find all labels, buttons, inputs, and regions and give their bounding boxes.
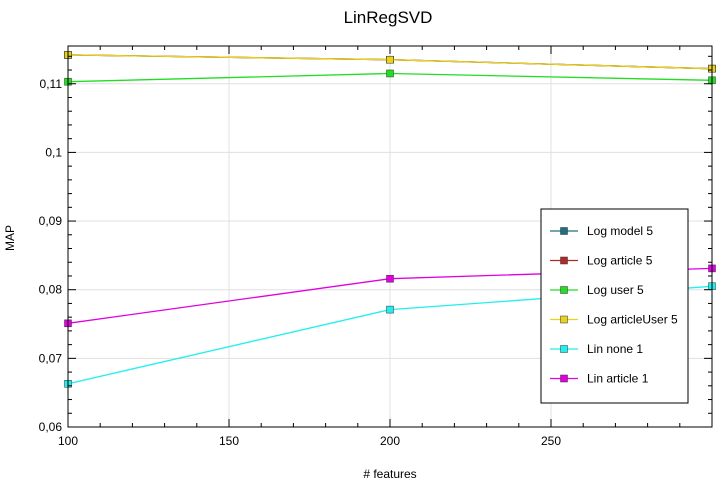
legend-swatch-marker <box>560 286 568 294</box>
axis-ticks <box>67 46 712 428</box>
y-tick-label: 0,06 <box>39 420 63 434</box>
legend: Log model 5 Log article 5 Log user 5 Log ar… <box>540 208 689 404</box>
legend-label: Log user 5 <box>587 283 644 297</box>
legend-swatch-marker <box>560 315 568 324</box>
legend-swatch-marker <box>560 256 568 265</box>
y-tick-label: 0,07 <box>39 351 63 365</box>
legend-label: Lin article 1 <box>587 372 649 386</box>
tick-labels: 100 150 200 250 0,06 0,07 0,08 0,09 0,1 0,11 <box>39 77 562 448</box>
chart-title: LinRegSVD <box>344 8 433 27</box>
y-axis-label: MAP <box>3 225 17 251</box>
legend-box <box>540 208 689 404</box>
legend-label: Log articleUser 5 <box>587 313 678 327</box>
y-tick-label: 0,1 <box>45 145 62 159</box>
x-tick-label: 250 <box>541 434 561 448</box>
data-point <box>386 274 394 283</box>
x-axis-label: # features <box>363 467 416 481</box>
x-tick-label: 200 <box>380 434 400 448</box>
x-tick-label: 150 <box>219 434 239 448</box>
legend-swatch-marker <box>560 345 568 353</box>
y-tick-label: 0,11 <box>40 77 63 91</box>
data-point <box>386 69 394 78</box>
legend-swatch-marker <box>560 374 568 383</box>
data-point <box>386 55 394 64</box>
legend-label: Lin none 1 <box>587 342 643 356</box>
legend-label: Log model 5 <box>587 224 653 238</box>
y-tick-label: 0,09 <box>39 214 63 228</box>
legend-swatch-marker <box>560 227 568 235</box>
y-tick-label: 0,08 <box>39 283 63 297</box>
x-tick-label: 100 <box>58 434 78 448</box>
data-point <box>386 305 394 314</box>
legend-label: Log article 5 <box>587 254 653 268</box>
